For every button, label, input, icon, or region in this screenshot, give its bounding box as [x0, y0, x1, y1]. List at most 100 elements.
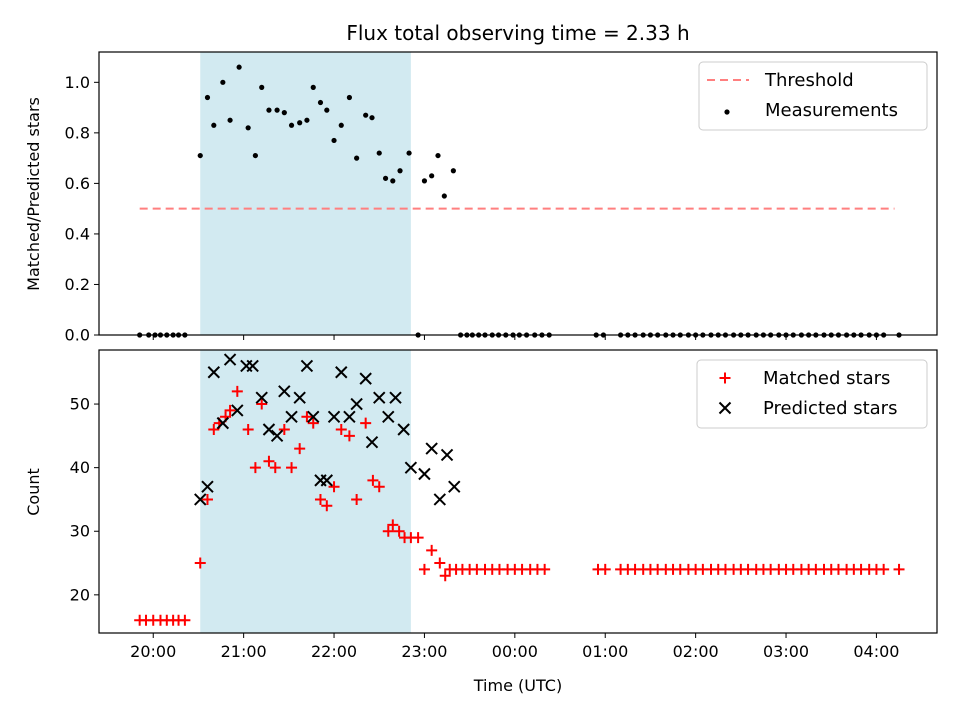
bottom-ytick-label: 40	[70, 458, 90, 477]
predicted-stars-point	[418, 467, 431, 481]
matched-stars-point	[224, 404, 236, 416]
legend-predicted-swatch	[718, 401, 732, 415]
predicted-stars-point	[425, 442, 438, 455]
bottom-legend: Matched stars Predicted stars	[696, 359, 928, 429]
measurement-point	[363, 112, 369, 118]
measurement-point	[304, 117, 310, 123]
bottom-series-0	[134, 385, 905, 626]
predicted-stars-point	[207, 366, 221, 379]
measurement-point	[429, 173, 435, 179]
predicted-stars-point	[194, 493, 207, 506]
predicted-stars-point	[231, 404, 244, 417]
matched-stars-point	[351, 493, 363, 505]
matched-stars-point	[286, 462, 298, 474]
predicted-stars-point	[278, 385, 291, 398]
measurement-point	[354, 155, 360, 161]
top-ytick-label: 1.0	[65, 73, 90, 92]
matched-stars-point	[194, 557, 206, 569]
xtick-label: 23:00	[401, 642, 447, 661]
measurement-point	[324, 107, 330, 113]
measurement-point	[288, 122, 295, 128]
matched-stars-point	[360, 417, 372, 429]
measurement-point	[406, 150, 412, 156]
predicted-stars-point	[373, 391, 386, 404]
legend-label: Threshold	[764, 70, 854, 91]
matched-stars-point	[314, 493, 326, 505]
predicted-stars-point	[320, 474, 334, 487]
matched-stars-point	[256, 398, 268, 410]
matched-stars-point	[426, 544, 438, 556]
bottom-ytick-label: 30	[70, 522, 90, 541]
top-ytick-label: 0.4	[65, 224, 90, 243]
matched-stars-point	[412, 532, 424, 544]
measurement-point	[421, 178, 428, 184]
legend-label: Predicted stars	[763, 398, 897, 419]
matched-stars-point	[294, 443, 306, 455]
measurement-point	[310, 84, 316, 90]
measurement-point	[197, 152, 203, 159]
legend-matched-swatch	[719, 372, 731, 384]
measurement-point	[297, 120, 303, 126]
matched-stars-point	[335, 423, 347, 435]
measurement-point	[211, 122, 217, 128]
matched-stars-point	[249, 462, 261, 474]
xtick-label: 22:00	[311, 642, 357, 661]
matched-stars-point	[321, 500, 333, 512]
matched-stars-point	[418, 563, 430, 575]
measurement-point	[281, 110, 287, 116]
matched-stars-point	[307, 417, 319, 429]
xtick-label: 01:00	[582, 642, 628, 661]
measurement-point	[450, 168, 456, 174]
bottom-ytick-label: 50	[70, 395, 90, 414]
top-ylabel: Matched/Predicted stars	[24, 97, 43, 291]
matched-stars-point	[878, 563, 890, 575]
top-legend: Threshold Measurements	[698, 61, 928, 131]
predicted-stars-point	[433, 493, 447, 506]
measurement-point	[236, 64, 242, 70]
predicted-stars-point	[201, 480, 214, 493]
legend-label: Measurements	[765, 100, 898, 121]
top-observing-span	[200, 52, 411, 335]
predicted-stars-point	[285, 410, 298, 423]
xtick-label: 02:00	[673, 642, 719, 661]
matched-stars-point	[231, 385, 243, 397]
top-ytick-label: 0.2	[65, 275, 90, 294]
measurement-point	[266, 107, 272, 113]
matched-stars-point	[539, 563, 551, 575]
top-axes-frame	[98, 51, 938, 336]
matched-stars-point	[179, 614, 191, 626]
measurement-point	[346, 94, 353, 101]
xtick-label: 04:00	[853, 642, 899, 661]
bottom-observing-span	[200, 350, 411, 633]
xtick-label: 00:00	[492, 642, 538, 661]
predicted-stars-point	[255, 391, 268, 404]
bottom-series-1	[194, 353, 461, 506]
predicted-stars-point	[293, 391, 306, 404]
measurement-point	[338, 122, 344, 128]
predicted-stars-point	[335, 366, 348, 379]
measurement-point	[317, 99, 324, 106]
matched-stars-point	[393, 525, 405, 537]
predicted-stars-point	[270, 429, 284, 443]
matched-stars-point	[328, 481, 340, 493]
measurement-point	[245, 125, 251, 131]
predicted-stars-point	[382, 410, 395, 423]
bottom-panel: 20 30 40 50 20:00 21:00 22:00 23:00 00:00 01:00 02…	[70, 349, 938, 661]
measurement-point	[204, 94, 211, 101]
measurement-point	[274, 107, 280, 113]
matched-stars-point	[367, 474, 379, 486]
measurement-point	[331, 137, 337, 144]
measurement-point	[252, 152, 258, 159]
predicted-stars-point	[350, 397, 363, 411]
matched-stars-point	[439, 570, 451, 582]
predicted-stars-point	[397, 423, 410, 436]
predicted-stars-point	[448, 480, 461, 493]
predicted-stars-point	[327, 410, 341, 423]
matched-stars-point	[269, 462, 281, 474]
xtick-label: 20:00	[130, 642, 176, 661]
matched-stars-point	[387, 519, 399, 531]
matched-stars-point	[278, 423, 290, 435]
predicted-stars-point	[343, 410, 356, 423]
predicted-stars-point	[440, 448, 454, 462]
